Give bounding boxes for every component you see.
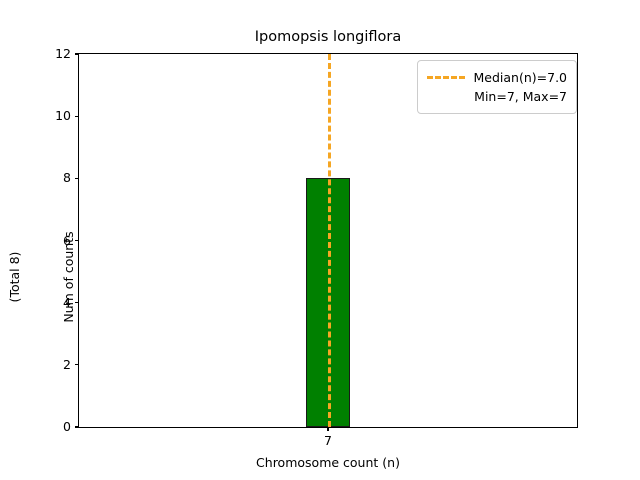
y-tick-label: 2 xyxy=(63,356,71,372)
median-line xyxy=(328,54,331,427)
chart-title: Ipomopsis longiflora xyxy=(254,29,402,45)
y-tick-label: 10 xyxy=(55,108,71,124)
legend-label-median: Median(n)=7.0 xyxy=(473,70,568,85)
y-tick-mark xyxy=(75,302,79,304)
y-tick-mark xyxy=(75,239,79,242)
legend-item-median: Median(n)=7.0 xyxy=(426,68,568,87)
y-tick-mark xyxy=(75,115,79,117)
y-axis-label: (Total 8) Num of counts xyxy=(0,87,114,467)
x-axis-label: Chromosome count (n) xyxy=(256,455,400,470)
plot-area: 0 2 4 6 8 10 12 7 Median(n)=7.0 Min=7, Max=7 xyxy=(55,46,578,448)
y-axis-label-line1: Num of counts xyxy=(61,231,76,323)
y-tick-mark xyxy=(75,53,79,55)
y-axis-label-line2: (Total 8) xyxy=(7,251,22,303)
y-tick-mark xyxy=(75,426,79,428)
x-tick-label: 7 xyxy=(324,433,332,448)
dashed-line-icon xyxy=(426,76,465,79)
y-tick-label: 6 xyxy=(63,232,71,248)
y-tick-label: 12 xyxy=(55,46,71,61)
y-tick-label: 4 xyxy=(63,294,71,310)
y-tick-mark xyxy=(75,364,79,366)
x-tick-mark xyxy=(327,427,329,431)
y-tick-label: 8 xyxy=(63,170,71,186)
legend-label-minmax: Min=7, Max=7 xyxy=(474,89,567,104)
legend-item-minmax: Min=7, Max=7 xyxy=(427,87,567,106)
y-tick-mark xyxy=(75,177,79,179)
chart-legend: Median(n)=7.0 Min=7, Max=7 xyxy=(416,60,577,114)
y-tick-label: 0 xyxy=(63,419,71,434)
